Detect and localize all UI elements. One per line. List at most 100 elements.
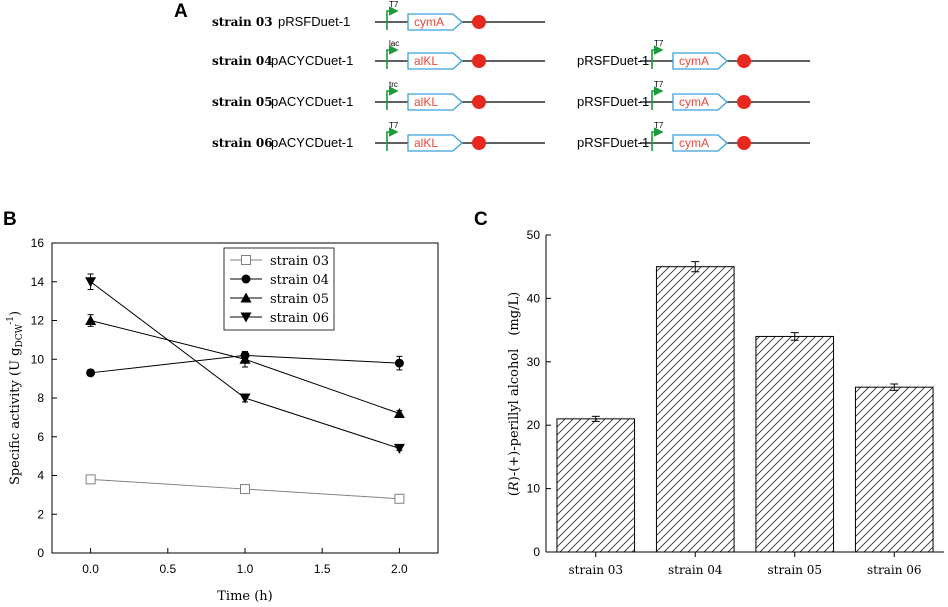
plasmid-label-3-1: pRSFDuet-1 [577, 135, 649, 150]
c-y-title-post: )-(+)-perillyl alcohol (mg/L) [507, 292, 522, 481]
b-series-strain-03 [85, 474, 405, 504]
c-bar-strain-06 [854, 386, 934, 553]
b-data-point [240, 484, 250, 495]
construct-0-0-promoter-label: T7 [389, 0, 399, 9]
construct-1-0-gene-label: alKL [414, 54, 438, 68]
construct-3-1-gene-label: cymA [679, 136, 709, 150]
b-legend: strain 03 strain 04 strain 05 strain 06 [223, 247, 335, 331]
plasmid-label-1-1: pRSFDuet-1 [577, 53, 649, 68]
b-y-axis-title: Specific activity (U gDCW-1) [6, 311, 25, 485]
plasmid-label-0-0: pRSFDuet-1 [278, 14, 350, 29]
construct-2-0-promoter-arrow-icon [386, 86, 399, 110]
c-bar-strain-03 [556, 418, 636, 553]
b-x-axis-title: Time (h) [217, 589, 273, 604]
construct-1-0-promoter-arrow-icon [386, 45, 399, 69]
strain-label-2: strain 05 [212, 95, 273, 109]
b-legend-label: strain 03 [270, 254, 329, 269]
plasmid-label-1-0: pACYCDuet-1 [271, 53, 353, 68]
strain-label-3: strain 06 [212, 136, 273, 150]
construct-1-1-promoter-arrow-icon [651, 45, 664, 69]
b-y-tick-label: 16 [31, 236, 45, 250]
construct-3-0-gene-arrow-icon [407, 134, 463, 152]
c-y-tick-label: 20 [527, 418, 541, 432]
construct-3-0-gene-label: alKL [414, 136, 438, 150]
b-y-tick-label: 6 [37, 430, 44, 444]
b-data-point [86, 368, 96, 378]
construct-3-0-promoter-label: T7 [389, 121, 399, 130]
construct-0-0-gene-label: cymA [414, 15, 444, 29]
c-y-axis-title: (R)-(+)-perillyl alcohol (mg/L) [507, 292, 522, 496]
b-data-point [394, 358, 404, 368]
b-x-tick-label: 0.5 [159, 562, 176, 576]
panel-label-c: C [474, 209, 488, 230]
b-y-title-sup: -1 [6, 316, 16, 325]
strain-label-1: strain 04 [212, 54, 273, 68]
panel-b-line-chart: Time (h) Specific activity (U gDCW-1) 0 2… [6, 236, 439, 604]
b-y-tick-label: 8 [37, 391, 44, 405]
construct-2-0-promoter-label: trc [389, 80, 398, 89]
b-legend-label: strain 04 [270, 273, 329, 288]
panel-c-bar-chart: (R)-(+)-perillyl alcohol (mg/L) 0 10 20 30 4… [507, 228, 944, 577]
construct-1-0-terminator-icon [472, 54, 486, 68]
c-y-title-pre: ( [507, 491, 522, 496]
c-category-label: strain 06 [867, 563, 922, 577]
construct-3-0-terminator-icon [472, 136, 486, 150]
construct-3-0-promoter-arrow-icon [386, 127, 399, 151]
b-legend-label: strain 05 [270, 292, 329, 307]
c-y-tick-label: 50 [527, 228, 541, 242]
construct-1-0-promoter-label: lac [389, 39, 399, 48]
c-category-label: strain 05 [767, 563, 822, 577]
construct-2-1-promoter-label: T7 [654, 80, 664, 89]
construct-2-1-gene-label: cymA [679, 95, 709, 109]
construct-1-1-terminator-icon [737, 54, 751, 68]
construct-3-1-promoter-label: T7 [654, 121, 664, 130]
b-legend-label: strain 06 [270, 311, 329, 326]
construct-1-1-gene-label: cymA [679, 54, 709, 68]
b-data-point [85, 277, 97, 288]
construct-2-0-gene-label: alKL [414, 95, 438, 109]
c-bar-strain-05 [755, 335, 835, 553]
c-category-label: strain 04 [668, 563, 723, 577]
b-y-tick-label: 14 [31, 275, 45, 289]
b-data-point [393, 408, 405, 418]
b-series-strain-05 [85, 314, 405, 418]
b-series-strain-06 [85, 273, 405, 454]
panel-label-b: B [3, 209, 17, 230]
b-x-tick-label: 1.0 [237, 562, 254, 576]
c-bar-strain-04 [655, 266, 735, 553]
construct-2-0-terminator-icon [472, 95, 486, 109]
strain-label-0: strain 03 [212, 15, 273, 29]
b-legend-marker [241, 274, 251, 284]
b-y-title-main: Specific activity (U g [8, 348, 23, 486]
c-y-tick-label: 0 [533, 545, 540, 559]
c-y-tick-label: 30 [527, 355, 541, 369]
plasmid-label-2-0: pACYCDuet-1 [271, 94, 353, 109]
b-data-point [85, 474, 96, 485]
b-y-tick-label: 4 [37, 469, 44, 483]
b-y-title-close: ) [8, 311, 23, 316]
b-data-point [239, 393, 251, 404]
b-legend-marker [240, 292, 252, 303]
construct-3-1-promoter-arrow-icon [651, 127, 664, 151]
b-y-tick-label: 10 [31, 352, 45, 366]
construct-0-0-promoter-arrow-icon [386, 6, 399, 30]
c-y-tick-label: 40 [527, 291, 541, 305]
b-data-point [393, 443, 405, 454]
c-category-label: strain 03 [568, 563, 623, 577]
construct-2-1-promoter-arrow-icon [651, 86, 664, 110]
construct-3-1-terminator-icon [737, 136, 751, 150]
construct-0-0-terminator-icon [472, 15, 486, 29]
b-y-tick-label: 12 [31, 314, 45, 328]
b-y-tick-label: 2 [37, 507, 44, 521]
panel-label-a: A [174, 1, 188, 22]
b-legend-marker [241, 255, 251, 265]
b-data-point [85, 315, 97, 325]
construct-0-0-gene-arrow-icon [407, 13, 463, 31]
b-legend-marker [240, 312, 252, 323]
construct-2-1-terminator-icon [737, 95, 751, 109]
construct-2-1-gene-arrow-icon [672, 93, 728, 111]
b-x-tick-label: 1.5 [314, 562, 331, 576]
construct-3-1-gene-arrow-icon [672, 134, 728, 152]
construct-1-0-gene-arrow-icon [407, 52, 463, 70]
